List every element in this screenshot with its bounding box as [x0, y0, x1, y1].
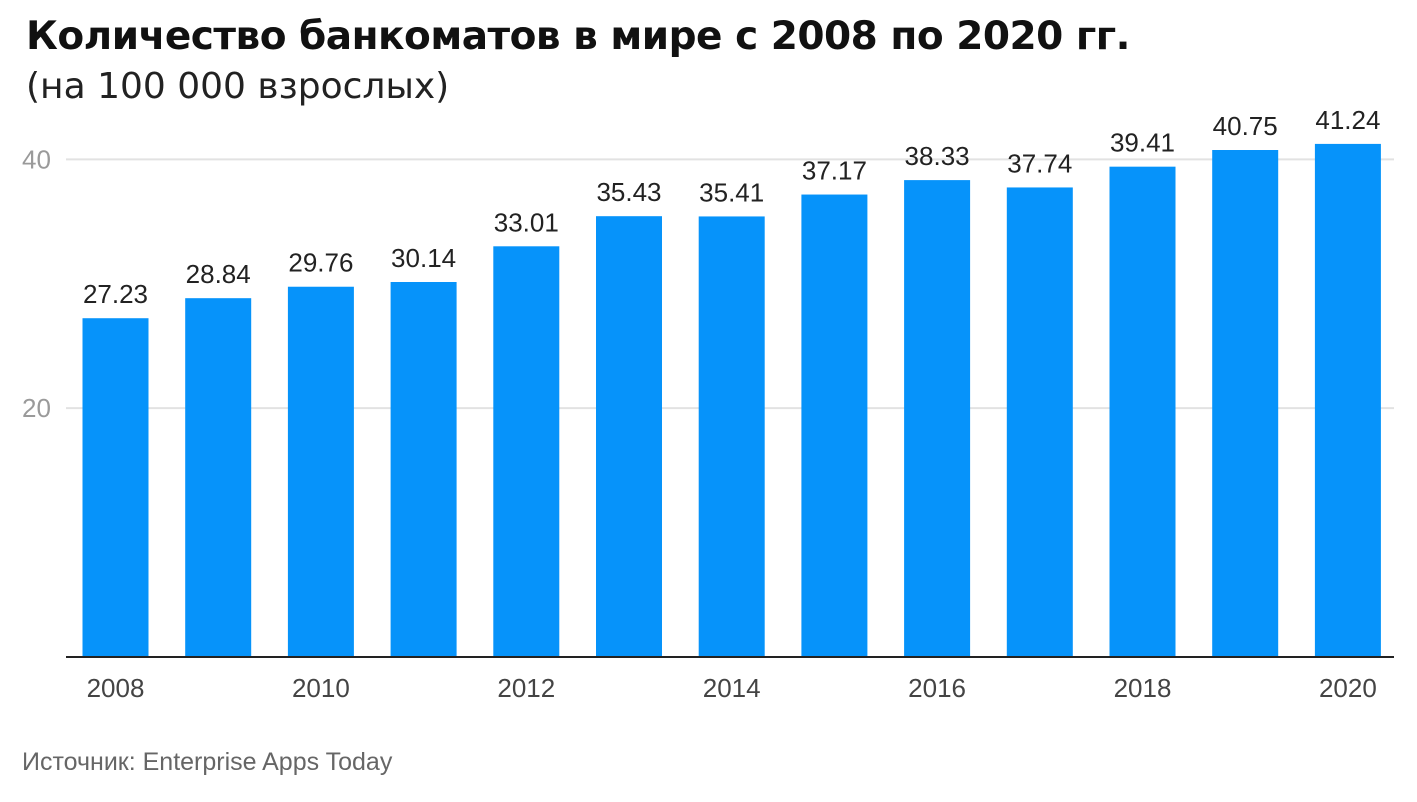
y-tick-label: 20: [22, 393, 51, 423]
x-tick-label: 2016: [908, 673, 966, 703]
bar-2010: [287, 286, 354, 657]
data-label: 33.01: [494, 207, 559, 237]
data-label: 28.84: [186, 259, 251, 289]
bar-2016: [904, 180, 971, 658]
data-label: 37.17: [802, 156, 867, 186]
bar-2014: [698, 216, 765, 657]
data-label: 29.76: [288, 248, 353, 278]
data-label: 35.43: [596, 177, 661, 207]
x-tick-label: 2014: [703, 673, 761, 703]
bar-2020: [1314, 143, 1381, 657]
chart-title: Количество банкоматов в мире с 2008 по 2…: [26, 14, 1130, 59]
x-tick-label: 2010: [292, 673, 350, 703]
x-axis-ticks: 2008 2010 2012 2014 2016 2018 2020: [87, 673, 1377, 703]
data-label: 38.33: [905, 141, 970, 171]
bar-2011: [390, 282, 457, 657]
bar-2008: [82, 318, 149, 657]
data-label: 30.14: [391, 243, 456, 273]
data-label: 40.75: [1213, 111, 1278, 141]
bar-2012: [493, 246, 560, 657]
x-tick-label: 2008: [87, 673, 145, 703]
bar-2019: [1212, 150, 1279, 657]
bars: [82, 143, 1381, 658]
source-note: Источник: Enterprise Apps Today: [22, 748, 393, 776]
y-tick-label: 40: [22, 144, 51, 174]
bar-2015: [801, 194, 868, 657]
data-label: 27.23: [83, 279, 148, 309]
x-tick-label: 2020: [1319, 673, 1377, 703]
bar-2018: [1109, 166, 1176, 657]
x-tick-label: 2012: [497, 673, 555, 703]
x-tick-label: 2018: [1114, 673, 1172, 703]
data-label: 35.41: [699, 177, 764, 207]
data-label: 37.74: [1007, 148, 1072, 178]
bar-2009: [185, 298, 252, 657]
chart-subtitle: (на 100 000 взрослых): [26, 66, 450, 107]
data-label: 41.24: [1315, 105, 1380, 135]
data-label: 39.41: [1110, 128, 1175, 158]
bar-2013: [596, 216, 662, 657]
data-labels: 27.23 28.84 29.76 30.14 33.01 35.43 35.41 37.17…: [83, 105, 1380, 309]
bar-2017: [1006, 187, 1073, 657]
